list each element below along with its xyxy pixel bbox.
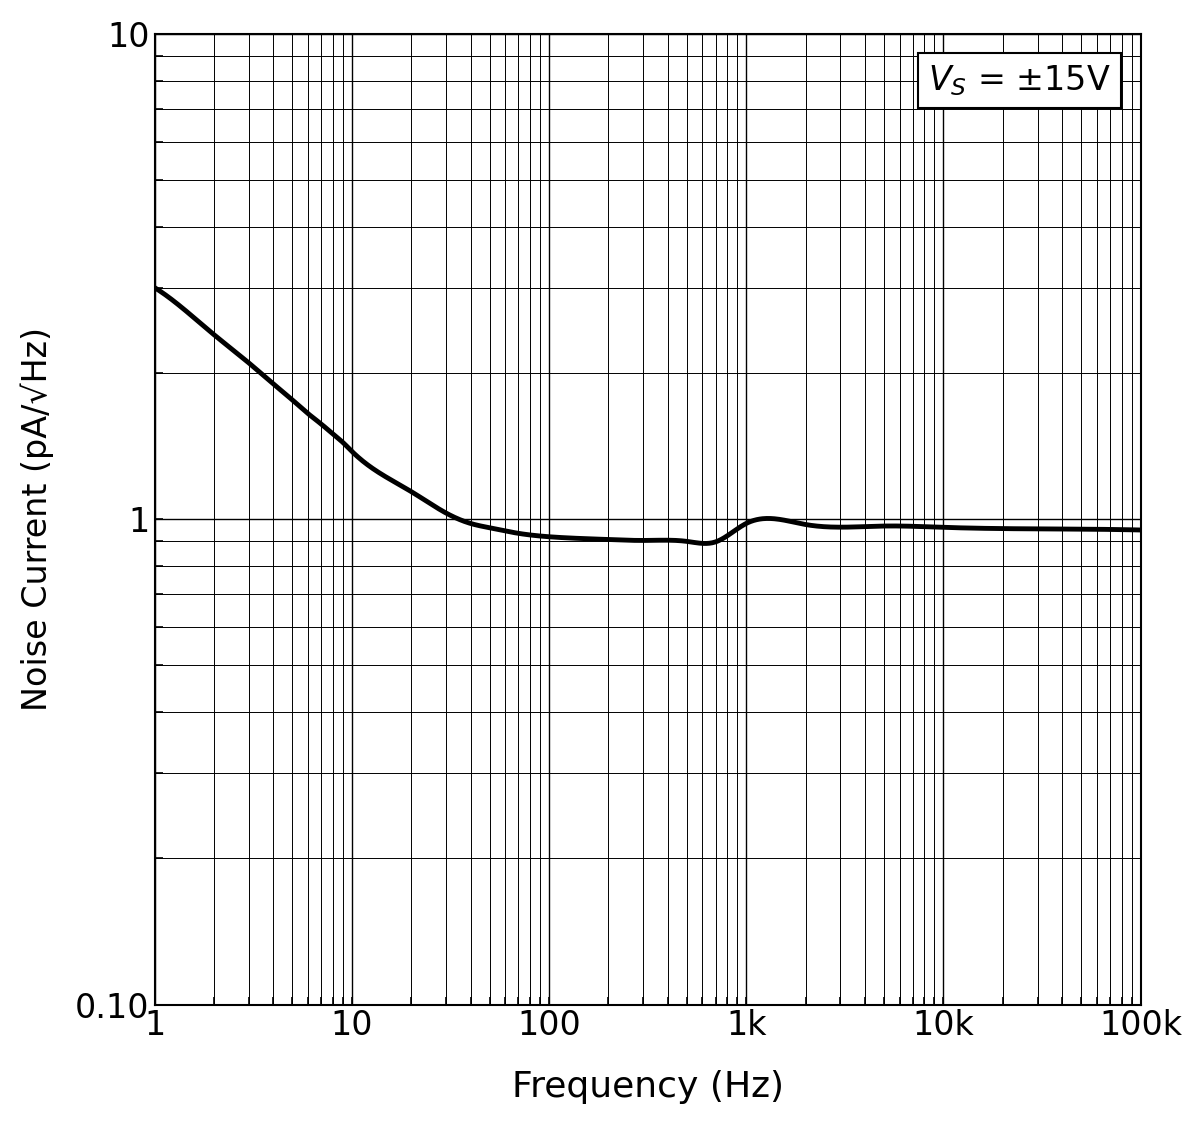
X-axis label: Frequency (Hz): Frequency (Hz) <box>511 1070 783 1104</box>
Text: $V_S$ = $\pm$15V: $V_S$ = $\pm$15V <box>929 63 1112 98</box>
Y-axis label: Noise Current (pA/√Hz): Noise Current (pA/√Hz) <box>20 327 54 711</box>
